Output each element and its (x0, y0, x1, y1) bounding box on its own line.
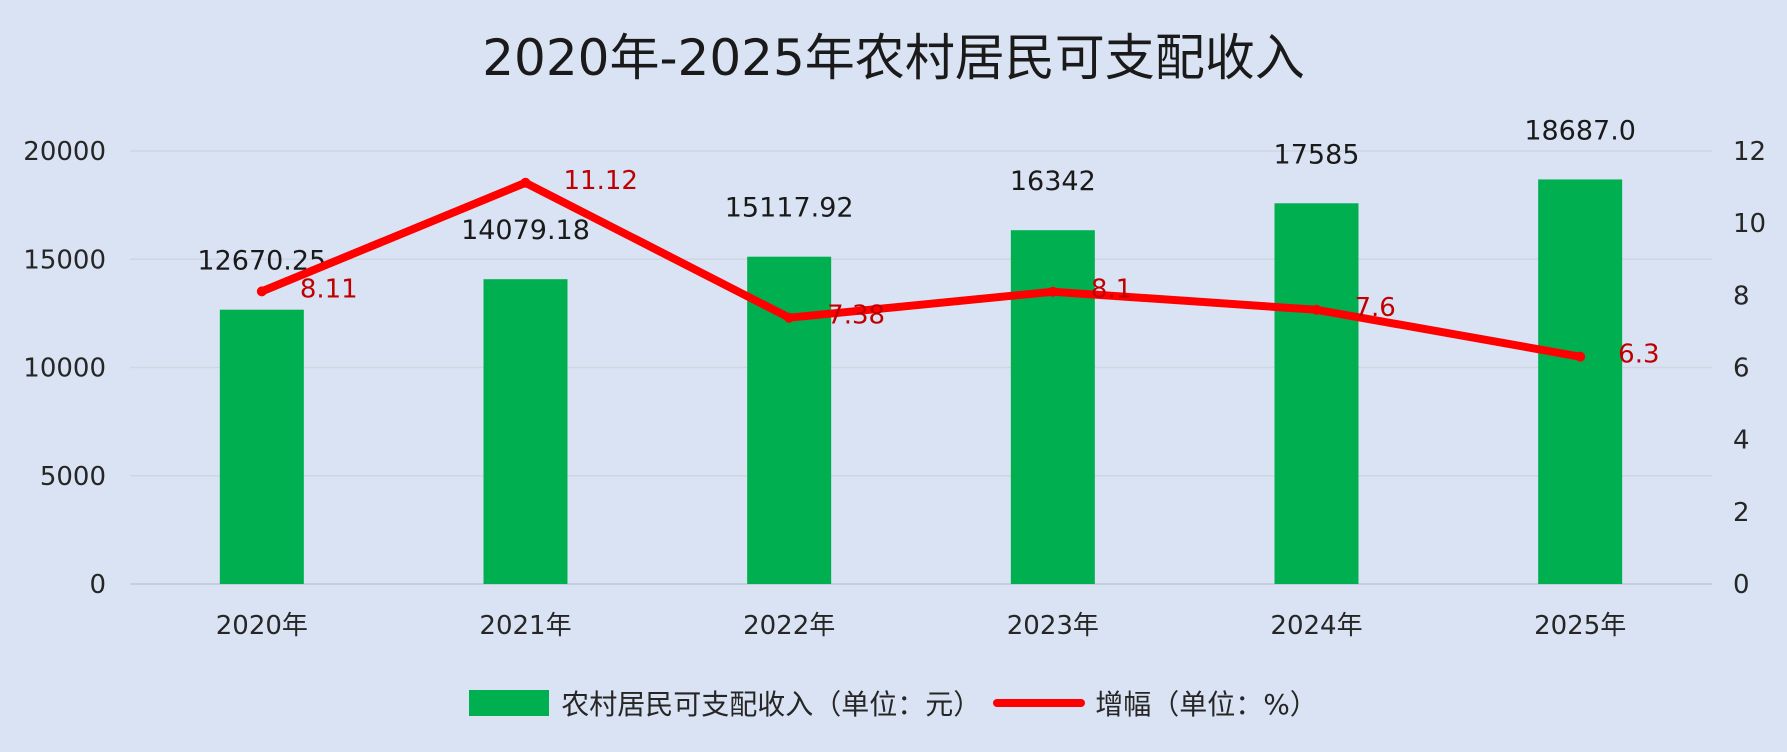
line-point (520, 177, 531, 188)
line-point (1575, 351, 1586, 362)
x-tick-label: 2021年 (479, 611, 571, 641)
legend-item-growth: 增幅（单位：%） (993, 683, 1318, 723)
y-left-tick-label: 20000 (23, 137, 106, 167)
x-tick-label: 2023年 (1007, 611, 1099, 641)
line-data-label: 7.6 (1355, 293, 1396, 323)
bar-data-label: 18687.0 (1524, 115, 1636, 146)
y-left-tick-label: 10000 (23, 354, 106, 384)
line-point (1047, 286, 1058, 297)
legend-label-income: 农村居民可支配收入（单位：元） (561, 688, 982, 721)
legend-item-income: 农村居民可支配收入（单位：元） (469, 683, 981, 723)
bar-data-label: 16342 (1010, 166, 1096, 197)
line-data-label: 11.12 (564, 166, 638, 196)
x-tick-label: 2020年 (216, 611, 308, 641)
line-point (1311, 304, 1322, 315)
line-series-growth (257, 178, 1585, 361)
legend-swatch-line (993, 699, 1086, 707)
y-right-tick-label: 10 (1733, 209, 1766, 239)
y-right-tick-label: 0 (1733, 570, 1750, 600)
x-tick-label: 2025年 (1534, 611, 1626, 641)
y-right-tick-label: 8 (1733, 281, 1750, 311)
y-right-tick-label: 2 (1733, 498, 1750, 528)
bar-data-label: 14079.18 (461, 215, 590, 246)
y-right-tick-label: 6 (1733, 354, 1750, 384)
line-data-label: 8.1 (1091, 275, 1132, 305)
line-data-label: 8.11 (300, 274, 358, 304)
bar (483, 279, 568, 584)
chart-title: 2020年-2025年农村居民可支配收入 (482, 29, 1305, 87)
line-point (256, 286, 267, 297)
bar-data-label: 17585 (1274, 139, 1360, 170)
line-data-label: 6.3 (1618, 340, 1659, 370)
y-left-tick-label: 15000 (23, 245, 106, 275)
bar (1274, 203, 1359, 585)
bar (1538, 179, 1623, 584)
y-left-tick-label: 5000 (40, 462, 106, 492)
x-tick-label: 2022年 (743, 611, 835, 641)
bar-data-label: 15117.92 (725, 193, 854, 224)
legend-swatch-bar (469, 690, 550, 716)
line-point (784, 312, 795, 323)
y-left-tick-label: 0 (89, 570, 106, 600)
line-data-label: 7.38 (827, 301, 885, 331)
legend: 农村居民可支配收入（单位：元） 增幅（单位：%） (0, 683, 1787, 723)
x-tick-label: 2024年 (1270, 611, 1362, 641)
y-right-tick-label: 4 (1733, 426, 1750, 456)
bar (219, 309, 304, 584)
legend-label-growth: 增幅（单位：%） (1095, 688, 1318, 721)
bar (1010, 230, 1095, 585)
y-right-tick-label: 12 (1733, 137, 1766, 167)
